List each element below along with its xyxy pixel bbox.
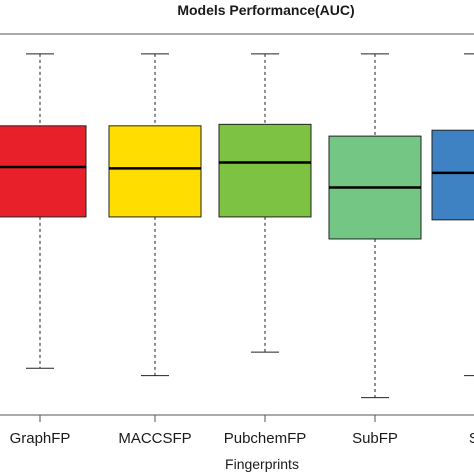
chart-title: Models Performance(AUC) [177,2,354,18]
x-axis-ticks: GraphFP MACCSFP PubchemFP SubFP Su [10,415,474,447]
iqr-box-maccsfp [108,125,202,218]
iqr-box-su [431,129,474,221]
box-su [431,53,474,377]
box-graphfp [0,53,87,369]
box-pubchemfp [218,53,312,353]
box-subfp [328,53,422,399]
boxes-layer [0,53,474,399]
x-tick-label-subfp: SubFP [352,430,398,447]
box-maccsfp [108,53,202,377]
iqr-box-graphfp [0,125,87,218]
x-tick-label-su: Su [469,430,474,447]
x-axis-title: Fingerprints [225,456,299,472]
x-tick-label-pubchemfp: PubchemFP [224,430,307,447]
x-tick-label-graphfp: GraphFP [10,430,71,447]
x-tick-label-maccsfp: MACCSFP [118,430,191,447]
iqr-box-pubchemfp [218,123,312,218]
